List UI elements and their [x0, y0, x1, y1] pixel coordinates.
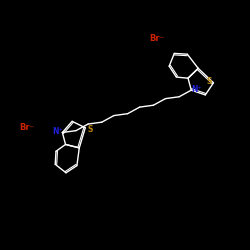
Text: N⁺: N⁺	[191, 85, 202, 94]
Text: Br⁻: Br⁻	[149, 34, 164, 43]
Text: S: S	[206, 77, 212, 86]
Text: N⁺: N⁺	[52, 128, 62, 136]
Text: Br⁻: Br⁻	[20, 123, 34, 132]
Text: S: S	[87, 124, 92, 134]
